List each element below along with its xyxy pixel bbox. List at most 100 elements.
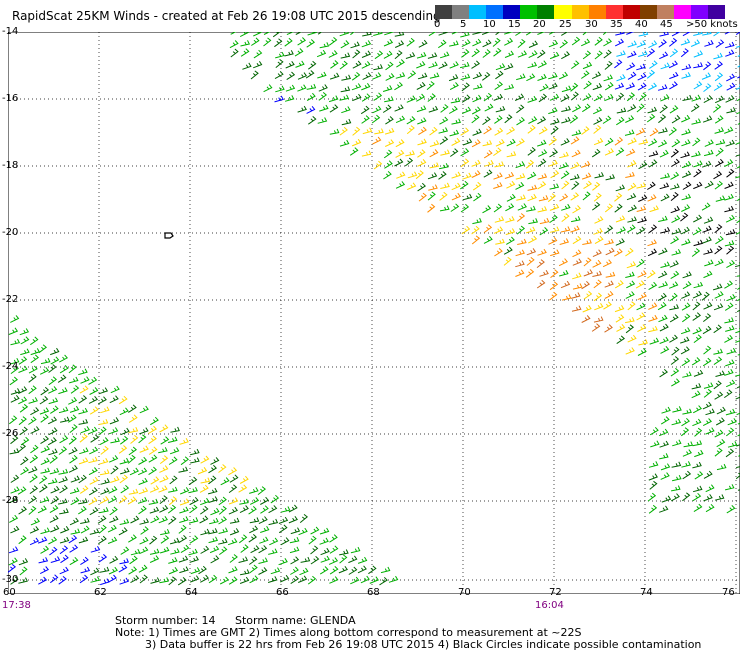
wind-barb [178, 555, 189, 563]
storm-name: Storm name: GLENDA [235, 614, 356, 627]
wind-barb [209, 517, 219, 525]
wind-barb [494, 81, 504, 91]
wind-barb [160, 436, 170, 445]
wind-barb [249, 575, 259, 584]
wind-barb [139, 536, 149, 545]
wind-barb [385, 116, 394, 125]
wind-barb [407, 70, 417, 79]
wind-barb [572, 272, 582, 280]
wind-barb [616, 107, 627, 114]
wind-barb [58, 576, 67, 585]
wind-barb [372, 105, 382, 114]
wind-barb [713, 348, 723, 355]
wind-barb [88, 487, 98, 496]
wind-map-plot[interactable] [8, 32, 740, 594]
lon-label: 72 [549, 587, 562, 598]
wind-barb [658, 281, 669, 288]
wind-barb [107, 536, 118, 544]
wind-barb [582, 103, 591, 113]
wind-barb [439, 191, 448, 201]
wind-barb [472, 72, 483, 80]
wind-barb [591, 148, 601, 158]
wind-barb [614, 203, 623, 213]
wind-barb [583, 257, 592, 267]
wind-barb [658, 114, 667, 124]
wind-barb [97, 396, 107, 405]
wind-barb [626, 32, 635, 35]
wind-barb [627, 104, 637, 112]
wind-barb [275, 59, 284, 68]
wind-barb [571, 36, 581, 46]
wind-barb [604, 238, 614, 246]
wind-barb [482, 72, 491, 81]
wind-barb [58, 468, 69, 475]
wind-barb [49, 454, 58, 464]
wind-barb [460, 127, 470, 136]
wind-barb [109, 555, 119, 564]
wind-barb [238, 556, 249, 563]
wind-barb [189, 504, 198, 514]
wind-barb [594, 216, 604, 224]
wind-barb [471, 235, 481, 245]
wind-barb [394, 32, 405, 37]
wind-barb [428, 32, 437, 37]
wind-barb [251, 37, 260, 46]
wind-barb [329, 128, 340, 135]
wind-barb [648, 473, 658, 481]
wind-barb [210, 555, 220, 564]
wind-barb [614, 280, 624, 289]
wind-barb [8, 327, 19, 335]
wind-barb [383, 39, 394, 47]
wind-barb [59, 545, 69, 555]
wind-barb [636, 302, 646, 311]
map-title: RapidScat 25KM Winds - created at Feb 26… [12, 9, 441, 23]
wind-barb [78, 536, 89, 544]
wind-barb [670, 206, 680, 214]
wind-barb [168, 486, 178, 493]
wind-barb [373, 32, 383, 36]
wind-barb [572, 249, 582, 258]
wind-barb [352, 126, 361, 136]
wind-barb [305, 70, 315, 79]
wind-barb [503, 246, 513, 255]
wind-barb [637, 324, 647, 333]
wind-barb [310, 555, 320, 565]
lat-label: -20 [2, 227, 19, 238]
wind-barb [670, 171, 680, 180]
wind-barb [69, 454, 78, 464]
wind-barb [504, 114, 513, 124]
wind-barb [671, 227, 682, 235]
wind-barb [69, 376, 79, 384]
wind-barb [149, 506, 160, 514]
wind-barb [290, 575, 299, 585]
wind-barb [429, 72, 440, 79]
wind-barb [714, 245, 723, 255]
wind-barb [614, 137, 624, 146]
wind-barb [10, 525, 20, 534]
wind-barb [240, 544, 249, 553]
wind-barb [418, 39, 428, 48]
wind-barb [149, 548, 160, 555]
wind-barb [59, 365, 69, 374]
wind-barb [20, 336, 30, 345]
wind-barb [625, 317, 635, 324]
lat-label: -24 [2, 361, 19, 372]
wind-barb [340, 86, 351, 93]
colorbar-segment [435, 5, 453, 19]
wind-barb [494, 115, 503, 124]
wind-barb [659, 32, 670, 37]
wind-barb [549, 291, 558, 301]
wind-barb [227, 538, 238, 546]
wind-barb [427, 191, 436, 201]
wind-barb [660, 463, 671, 471]
wind-barb [537, 73, 547, 81]
wind-barb [418, 192, 427, 202]
wind-barb [128, 414, 138, 423]
wind-barb [180, 544, 190, 554]
wind-barb [168, 567, 179, 575]
wind-barb [560, 170, 570, 180]
wind-barb [637, 82, 647, 91]
wind-barb [548, 72, 558, 80]
wind-barb [526, 73, 536, 82]
wind-barb [396, 59, 405, 68]
